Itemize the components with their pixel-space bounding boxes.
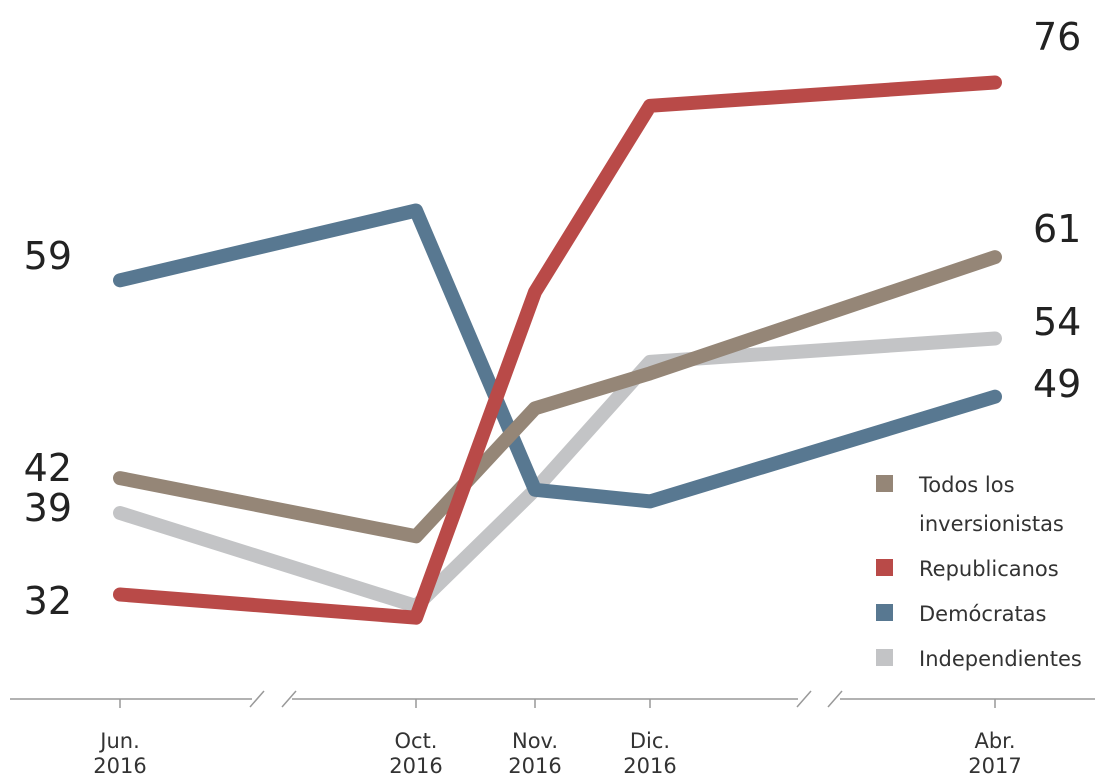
x-tick-label: Nov. 2016 <box>508 729 561 778</box>
end-value-label: 54 <box>1033 300 1081 344</box>
legend-swatch-independientes <box>876 649 893 666</box>
x-tick-label: Abr. 2017 <box>968 729 1021 778</box>
series-line-dem-cratas <box>113 203 1002 509</box>
x-tick-label-month: Jun. <box>98 729 140 753</box>
legend-swatch-democratas <box>876 604 893 621</box>
series-lines <box>113 75 1002 625</box>
x-tick-label-year: 2016 <box>389 754 442 778</box>
start-value-label: 32 <box>24 579 72 623</box>
legend-label-democratas: Demócratas <box>919 602 1047 626</box>
end-value-label: 61 <box>1033 207 1081 251</box>
legend-swatch-todos <box>876 475 893 492</box>
start-value-label: 42 <box>24 446 72 490</box>
legend-swatch-republicanos <box>876 559 893 576</box>
x-tick-label-year: 2016 <box>508 754 561 778</box>
end-value-label: 49 <box>1033 362 1081 406</box>
x-tick-label-month: Dic. <box>630 729 670 753</box>
legend-item-todos: Todos los inversionistas <box>876 466 1110 544</box>
legend-item-republicanos: Republicanos <box>876 550 1110 589</box>
x-tick-label-month: Nov. <box>512 729 558 753</box>
x-tick-label-year: 2016 <box>93 754 146 778</box>
start-value-label: 39 <box>24 486 72 530</box>
x-tick-label-month: Abr. <box>974 729 1015 753</box>
legend-label-republicanos: Republicanos <box>919 557 1059 581</box>
legend: Todos los inversionistas Republicanos De… <box>876 466 1110 685</box>
series-line-todos-los-inversionistas <box>113 250 1002 544</box>
x-tick-label: Oct. 2016 <box>389 729 442 778</box>
x-tick-label-year: 2016 <box>623 754 676 778</box>
x-tick-label: Dic. 2016 <box>623 729 676 778</box>
start-value-label: 59 <box>24 234 72 278</box>
axis-break-mark <box>281 690 297 708</box>
x-tick-label: Jun. 2016 <box>93 729 146 778</box>
end-value-label: 76 <box>1033 15 1081 59</box>
legend-item-democratas: Demócratas <box>876 595 1110 634</box>
legend-label-independientes: Independientes <box>919 647 1082 671</box>
x-tick-label-month: Oct. <box>395 729 438 753</box>
axis-break-mark <box>249 690 265 708</box>
axis-break-mark <box>796 690 812 708</box>
legend-label-todos: Todos los inversionistas <box>919 473 1064 536</box>
series-line-independientes <box>113 331 1002 614</box>
x-tick-label-year: 2017 <box>968 754 1021 778</box>
axis-break-mark <box>827 690 843 708</box>
series-line-republicanos <box>113 75 1002 625</box>
legend-item-independientes: Independientes <box>876 640 1110 679</box>
